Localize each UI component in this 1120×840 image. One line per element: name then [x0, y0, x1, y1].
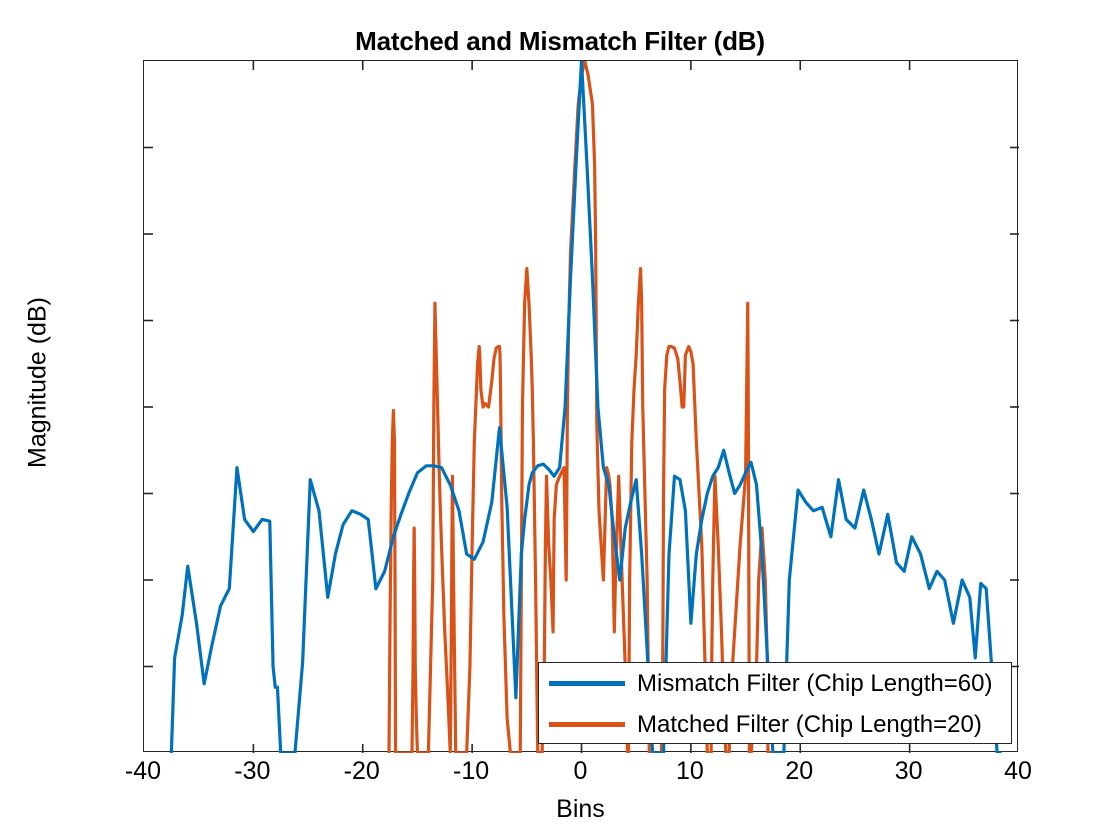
- legend-color-swatch: [549, 681, 625, 686]
- x-tick-label: 20: [785, 757, 814, 785]
- plot-area: [143, 60, 1019, 753]
- x-tick-label: -10: [453, 757, 490, 785]
- series-line: [387, 61, 775, 753]
- x-tick-label: 10: [675, 757, 704, 785]
- page-title: Matched and Mismatch Filter (dB): [355, 26, 765, 56]
- legend-label: Matched Filter (Chip Length=20): [637, 710, 982, 738]
- x-tick-label: -30: [234, 757, 271, 785]
- series-line: [169, 61, 1002, 753]
- x-tick-label: 30: [894, 757, 923, 785]
- legend: Mismatch Filter (Chip Length=60) Matched …: [538, 662, 1012, 744]
- series-group: [169, 61, 1002, 753]
- legend-item[interactable]: Mismatch Filter (Chip Length=60): [539, 663, 1011, 704]
- x-tick-label: 0: [573, 757, 588, 785]
- x-axis-label: Bins: [556, 795, 605, 823]
- x-tick-label: -20: [343, 757, 380, 785]
- x-tick-label: 40: [1004, 757, 1032, 785]
- legend-item[interactable]: Matched Filter (Chip Length=20): [539, 704, 1011, 745]
- legend-label: Mismatch Filter (Chip Length=60): [637, 669, 993, 697]
- y-axis-label: Magnitude (dB): [23, 297, 52, 468]
- x-tick-label: -40: [124, 757, 162, 785]
- series-canvas: [144, 61, 1019, 753]
- legend-color-swatch: [549, 722, 625, 727]
